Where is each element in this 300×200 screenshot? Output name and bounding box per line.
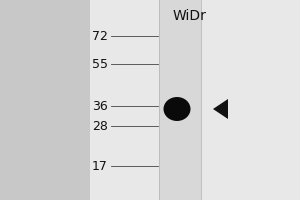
Text: 55: 55 [92, 58, 108, 71]
Text: 72: 72 [92, 29, 108, 43]
Ellipse shape [164, 97, 190, 121]
Bar [90, 0, 300, 200]
Bar [0, 0, 90, 200]
Text: 17: 17 [92, 160, 108, 172]
Polygon shape [213, 99, 228, 119]
Bar [159, 0, 201, 200]
Text: 36: 36 [92, 99, 108, 112]
Text: WiDr: WiDr [172, 9, 206, 23]
Text: 28: 28 [92, 119, 108, 132]
